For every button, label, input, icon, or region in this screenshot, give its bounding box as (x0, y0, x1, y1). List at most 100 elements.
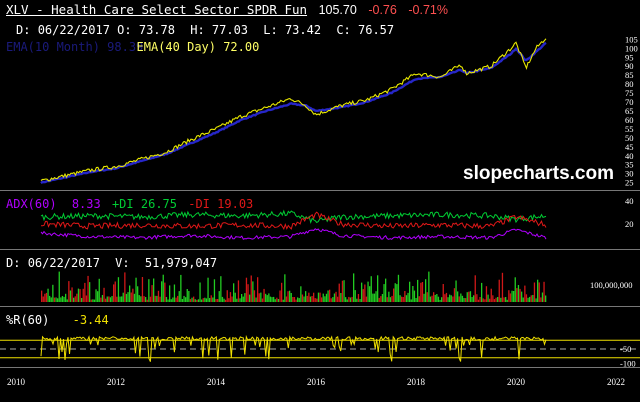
volume-bar (154, 295, 156, 302)
volume-bar (404, 291, 406, 302)
chart-title[interactable]: XLV - Health Care Select Sector SPDR Fun (6, 2, 308, 17)
volume-bar (194, 299, 196, 302)
volume-bar (402, 297, 404, 302)
volume-bar (127, 292, 129, 302)
volume-bar (332, 297, 334, 302)
volume-bar (493, 299, 496, 302)
volume-chart[interactable]: 100,000,000 (0, 250, 640, 306)
volume-bar (125, 293, 128, 302)
volume-bar (199, 282, 201, 302)
price-axis-label: 40 (625, 151, 634, 161)
x-axis-label: 2010 (7, 377, 26, 387)
volume-bar (157, 290, 160, 302)
volume-bar (285, 296, 288, 302)
volume-bar (442, 284, 444, 302)
volume-bar (357, 294, 360, 302)
x-axis-ticks: 2010 2012 2014 2016 2018 2020 2022 (7, 377, 625, 387)
volume-bar (185, 297, 187, 302)
adx-chart[interactable]: 40 20 (0, 191, 640, 249)
volume-bar (233, 283, 235, 302)
volume-bar (413, 290, 416, 302)
volume-bar (386, 297, 388, 302)
volume-bar (338, 283, 340, 302)
volume-bar (249, 294, 251, 302)
plus-di-value: 26.75 (140, 197, 177, 211)
ohlc-open: 73.78 (138, 23, 175, 37)
volume-bar (53, 297, 56, 302)
volume-bar (66, 299, 68, 302)
volume-bar (105, 298, 107, 302)
volume-bar (241, 294, 243, 302)
price-change-pct: -0.71% (408, 3, 448, 17)
volume-bar (362, 289, 364, 302)
volume-bar (108, 296, 110, 302)
volume-bar (268, 293, 270, 302)
volume-bar (425, 279, 427, 302)
volume-bar (45, 292, 48, 302)
volume-bar (527, 297, 529, 302)
pctr-chart[interactable]: -50 -100 (0, 307, 640, 367)
volume-bar (213, 279, 216, 302)
volume-panel: 100,000,000 D: 06/22/2017 V: 51,979,047 (0, 250, 640, 306)
volume-bar (175, 297, 177, 302)
volume-bar (325, 293, 328, 302)
adx-axis-label: 40 (625, 196, 634, 206)
volume-bar (97, 291, 99, 302)
volume-bar (85, 295, 88, 302)
volume-bar (245, 277, 248, 302)
volume-bar (354, 290, 356, 302)
volume-bar (212, 297, 214, 302)
volume-bar (303, 296, 305, 302)
volume-bar (373, 293, 376, 302)
price-axis-label: 50 (625, 133, 634, 143)
volume-bar (420, 282, 422, 302)
volume-bar (135, 277, 137, 302)
volume-bar (364, 284, 366, 302)
adx-panel: 40 20 ADX(60) 8.33 +DI 26.75 -DI 19.03 (0, 191, 640, 249)
volume-bar (511, 290, 513, 302)
volume-bar (84, 282, 86, 302)
volume-bar (495, 297, 497, 302)
volume-bar (265, 293, 267, 302)
ohlc-date-label: D: (16, 23, 31, 37)
volume-bar (533, 282, 536, 302)
volume-bar (324, 296, 326, 302)
volume-bar (389, 297, 392, 302)
volume-bar (151, 285, 153, 302)
volume-bar (170, 299, 172, 302)
volume-bar (397, 274, 400, 302)
volume-bar (69, 290, 72, 302)
panel-divider (0, 306, 640, 307)
minus-di-line (40, 211, 547, 230)
volume-bar (477, 299, 480, 302)
volume-bar (538, 282, 540, 302)
volume-bar (369, 286, 371, 302)
adx-label: ADX(60) (6, 197, 57, 211)
volume-bar (458, 296, 460, 302)
volume-bar (186, 289, 188, 302)
volume-bar (383, 284, 385, 302)
watermark: slopecharts.com (463, 163, 614, 184)
price-axis-label: 95 (625, 52, 634, 62)
volume-bar (346, 299, 348, 302)
volume-bar (433, 292, 435, 302)
volume-bar (129, 285, 131, 302)
volume-bar (141, 277, 144, 302)
volume-bar (421, 282, 424, 302)
x-axis-label: 2014 (207, 377, 226, 387)
volume-bar (309, 296, 312, 302)
volume-bar (405, 295, 408, 302)
volume-bar (41, 290, 43, 302)
price-axis-label: 45 (625, 142, 634, 152)
price-axis-label: 65 (625, 106, 634, 116)
volume-bar (93, 299, 96, 302)
volume-bar (167, 299, 169, 302)
volume-bar (52, 284, 54, 302)
volume-bar (284, 274, 286, 302)
volume-bar (229, 292, 232, 302)
volume-bar (519, 288, 521, 302)
volume-bar (492, 295, 494, 302)
price-axis-label: 60 (625, 115, 634, 125)
volume-bar (412, 286, 414, 302)
